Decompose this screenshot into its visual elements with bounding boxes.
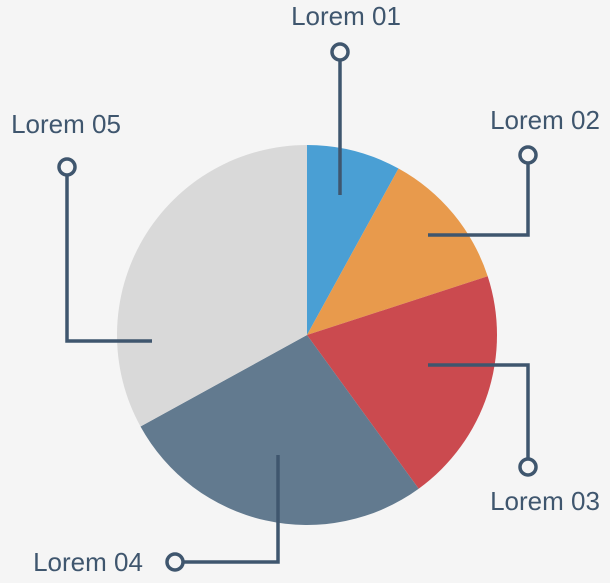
- slice-label: Lorem 01: [291, 1, 401, 31]
- leader-line: [428, 163, 530, 237]
- pie: [116, 145, 498, 526]
- leader-dot: [518, 457, 538, 477]
- slice-label: Lorem 03: [490, 486, 600, 516]
- leader-dot: [518, 145, 538, 165]
- leader-lines: [57, 42, 538, 572]
- leader-line: [65, 175, 152, 343]
- leader-line: [183, 455, 280, 564]
- leader-line: [428, 363, 530, 459]
- leader-dot: [57, 157, 77, 177]
- slice-label: Lorem 02: [490, 105, 600, 135]
- slice-label: Lorem 04: [33, 547, 143, 577]
- leader-dot: [330, 42, 350, 62]
- pie-slice: [307, 168, 488, 335]
- leader-dot: [165, 552, 185, 572]
- pie-slice: [116, 145, 308, 427]
- slice-label: Lorem 05: [11, 109, 121, 139]
- pie-slice: [307, 276, 498, 489]
- pie-slice: [307, 145, 399, 335]
- pie-slice: [140, 335, 419, 526]
